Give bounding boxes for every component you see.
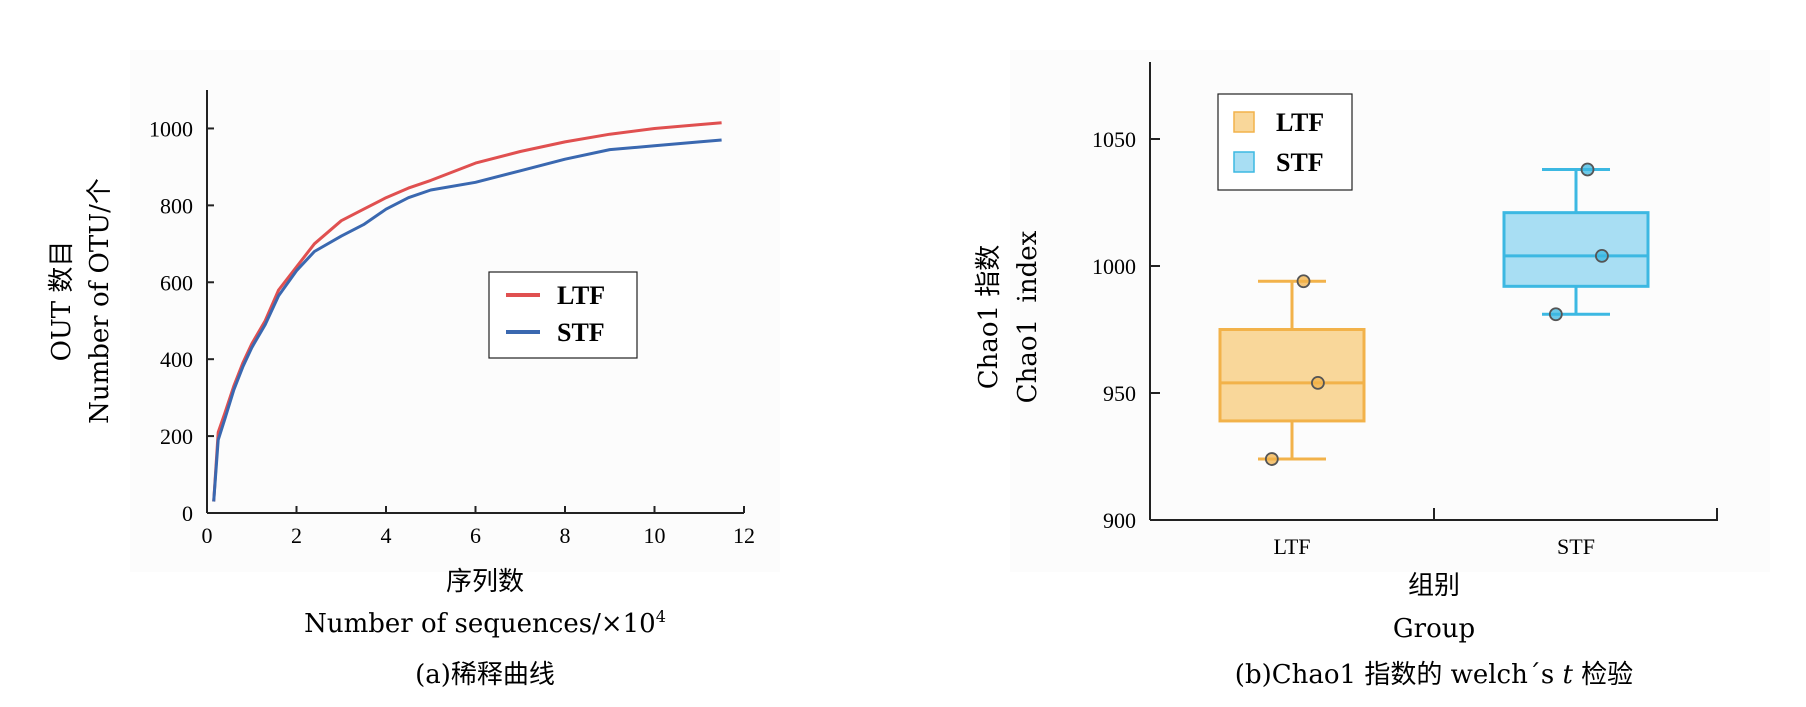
a-y-tick-label: 1000: [149, 116, 193, 141]
b-caption-prefix: (b)Chao1 指数的 welch´s: [1235, 660, 1563, 690]
b-xlabel-cn: 组别: [1408, 571, 1460, 601]
a-x-tick-label: 2: [291, 523, 302, 548]
a-ylabel-cn: OUT 数目: [47, 241, 77, 362]
b-y-tick-label: 900: [1103, 508, 1136, 533]
b-legend-swatch-ltf: [1233, 111, 1255, 133]
a-legend-box: [488, 271, 638, 359]
a-series-line-stf: [212, 138, 722, 502]
b-ylabel-cn: Chao1 指数: [974, 245, 1004, 390]
a-y-tick-label: 200: [160, 424, 193, 449]
b-xlabel-en: Group: [1393, 614, 1475, 644]
b-point-stf: [1580, 162, 1595, 177]
b-box-stf: [1502, 211, 1650, 288]
a-x-tick-label: 10: [644, 523, 666, 548]
a-y-tick-label: 800: [160, 193, 193, 218]
b-point-stf: [1595, 248, 1609, 263]
a-x-tick-label: 12: [733, 523, 755, 548]
b-point-ltf: [1311, 375, 1325, 390]
b-caption-suffix: 检验: [1573, 660, 1633, 690]
b-point-ltf: [1296, 274, 1311, 289]
a-y-tick-label: 600: [160, 270, 193, 295]
b-caption-t: t: [1562, 660, 1573, 690]
b-legend-swatch-stf: [1233, 151, 1255, 173]
a-y-tick-label: 400: [160, 347, 193, 372]
a-xlabel-cn: 序列数: [446, 567, 524, 597]
b-y-tick-label: 1050: [1092, 127, 1136, 152]
b-y-tick-label: 950: [1103, 381, 1136, 406]
b-y-tick-label: 1000: [1092, 254, 1136, 279]
rarefaction-chart: 0 2 4 6 8 10 12 0 200 400 600 800 1000 LTF STF OUT 数…: [47, 90, 755, 690]
a-x-tick-label: 6: [470, 523, 481, 548]
b-ylabel-en: Chao1 index: [1013, 230, 1043, 403]
b-legend-label-stf: STF: [1276, 148, 1324, 177]
a-legend-label-stf: STF: [557, 318, 605, 347]
panel-b-background: [1010, 50, 1770, 572]
a-xlabel-en-text: Number of sequences/×10: [304, 609, 656, 639]
panel-a-background: [130, 50, 780, 572]
a-y-tick-label: 0: [182, 501, 193, 526]
a-x-tick-label: 0: [202, 523, 213, 548]
a-xlabel-en: Number of sequences/×104: [304, 607, 666, 639]
b-point-stf: [1548, 307, 1563, 322]
b-legend-box: [1217, 93, 1353, 191]
b-x-tick-label: STF: [1557, 534, 1595, 559]
a-x-tick-label: 4: [381, 523, 392, 548]
chao1-boxplot: 900 950 1000 1050 LTF STF LTF STF Chao1 指数 Ch…: [974, 62, 1718, 690]
b-box-ltf: [1218, 328, 1366, 423]
b-x-tick-label: LTF: [1273, 534, 1310, 559]
a-legend-label-ltf: LTF: [557, 281, 605, 310]
a-ylabel-en: Number of OTU/个: [85, 178, 115, 424]
a-xlabel-exponent: 4: [656, 607, 666, 626]
b-point-ltf: [1264, 452, 1279, 466]
b-caption: (b)Chao1 指数的 welch´s t 检验: [1235, 660, 1633, 690]
a-x-tick-label: 8: [560, 523, 571, 548]
a-caption: (a)稀释曲线: [415, 660, 555, 690]
b-legend-label-ltf: LTF: [1276, 108, 1324, 137]
